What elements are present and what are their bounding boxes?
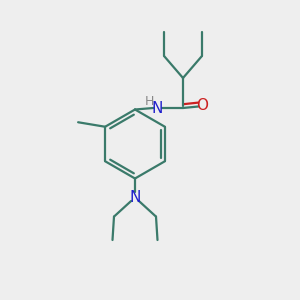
Text: O: O <box>196 98 208 112</box>
Text: N: N <box>129 190 141 205</box>
Text: H: H <box>144 95 154 108</box>
Text: N: N <box>152 100 163 116</box>
